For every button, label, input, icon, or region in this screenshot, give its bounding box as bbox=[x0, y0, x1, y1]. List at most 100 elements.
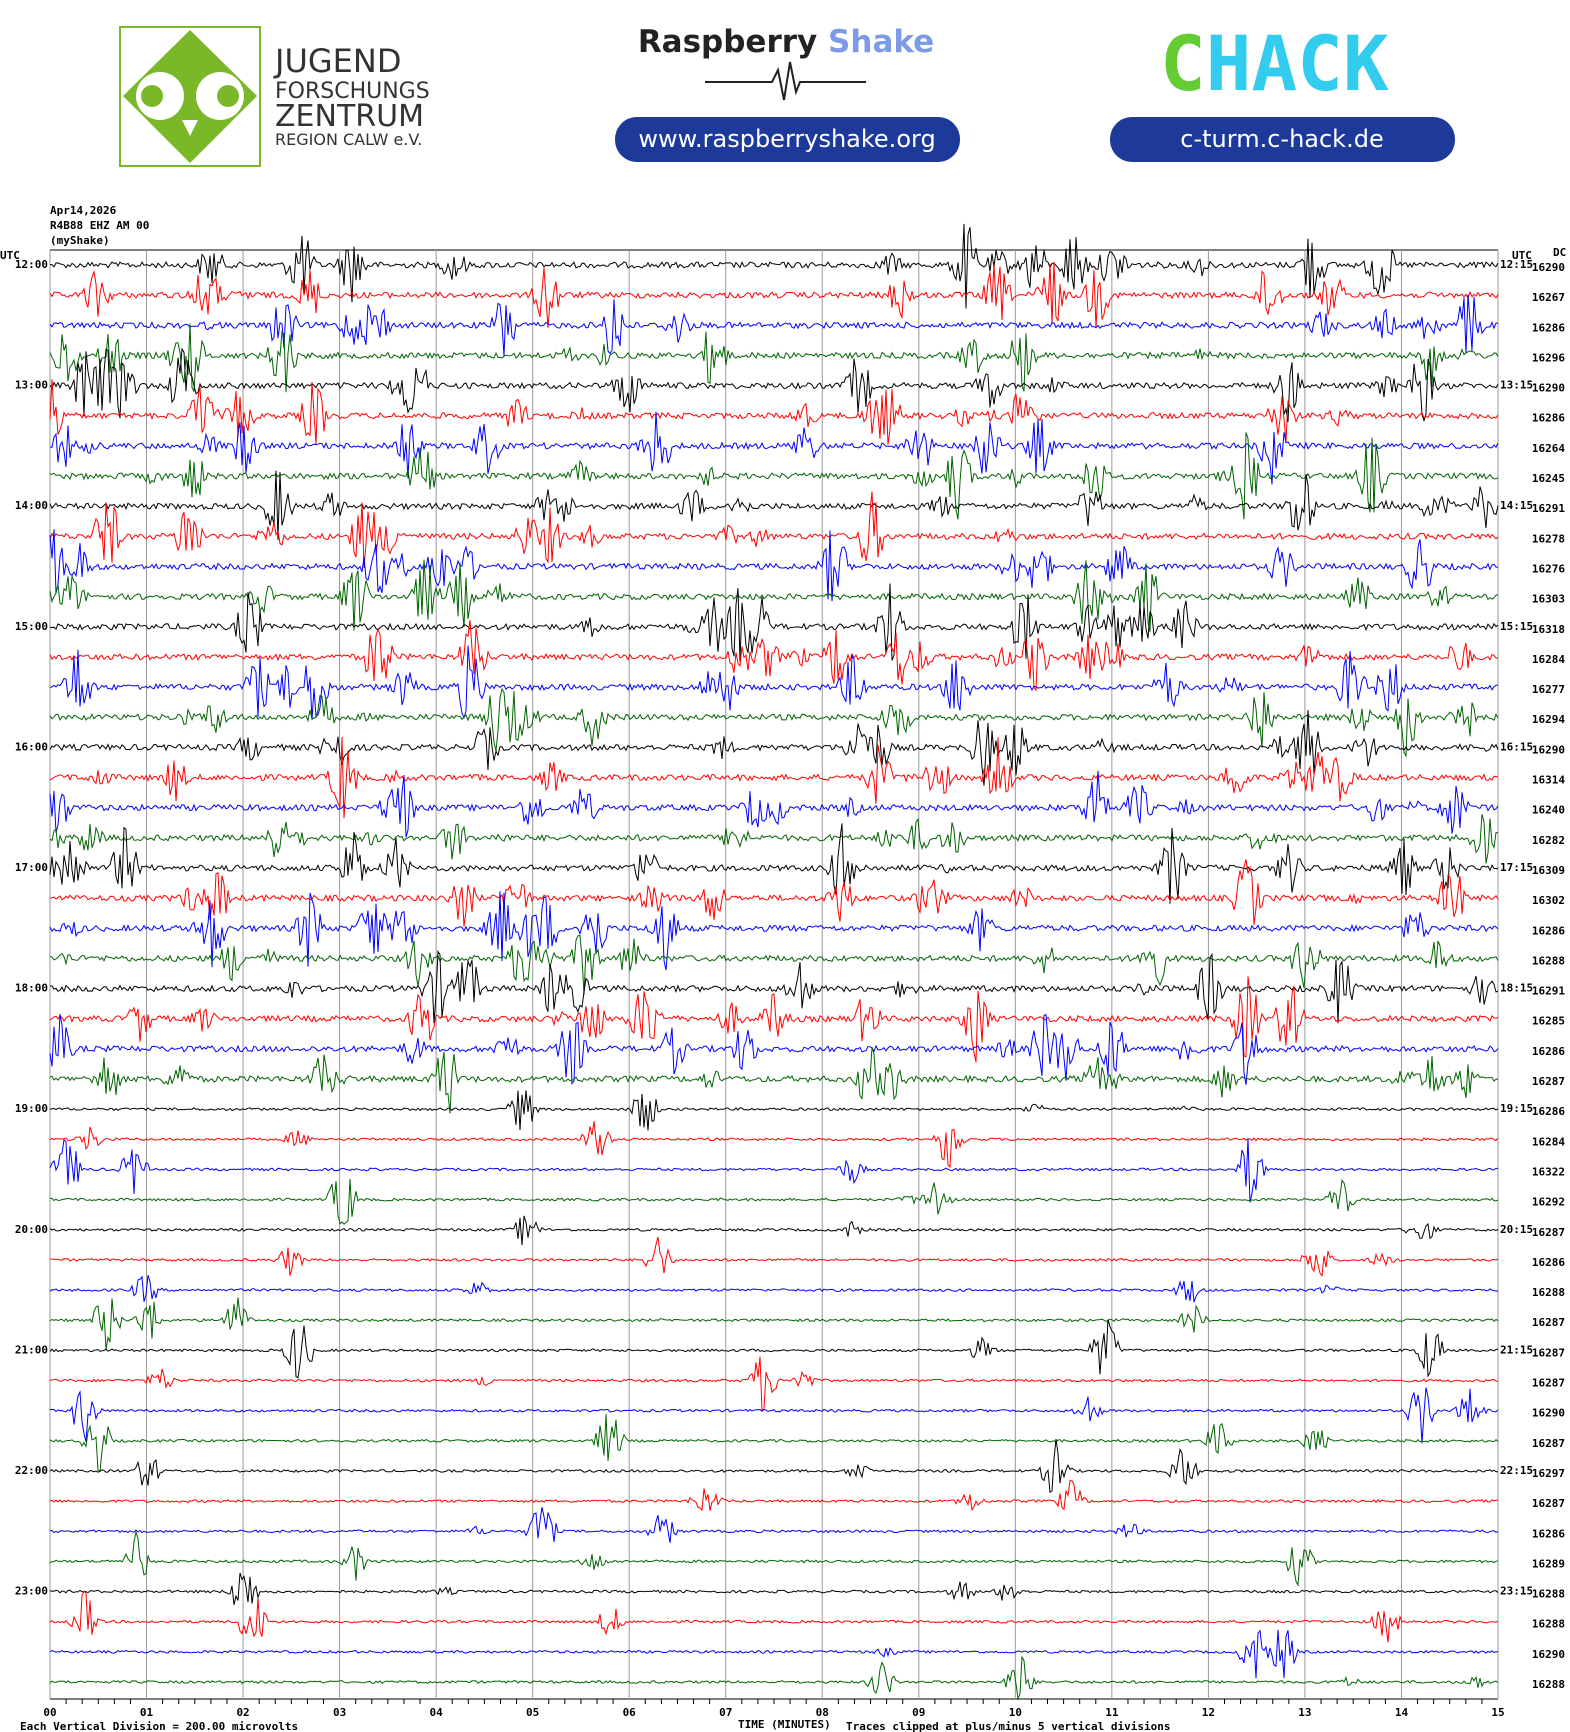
trace bbox=[49, 1507, 1499, 1543]
trace bbox=[49, 710, 1499, 786]
logo-diamond bbox=[123, 30, 257, 163]
x-tick-label: 08 bbox=[816, 1706, 829, 1719]
left-time: 13:00 bbox=[15, 379, 48, 392]
trace bbox=[49, 823, 1499, 904]
trace bbox=[49, 491, 1499, 568]
right-time: 17:15 bbox=[1500, 861, 1533, 874]
right-time: 12:15 bbox=[1500, 258, 1533, 271]
trace bbox=[49, 347, 1499, 423]
trace bbox=[49, 687, 1499, 758]
brand-part: Shake bbox=[828, 24, 934, 60]
dc-value: 16284 bbox=[1532, 653, 1565, 666]
dc-value: 16288 bbox=[1532, 954, 1565, 967]
trace bbox=[49, 1178, 1499, 1225]
x-tick-label: 01 bbox=[140, 1706, 154, 1719]
trace bbox=[49, 1438, 1499, 1494]
right-time: 22:15 bbox=[1500, 1464, 1533, 1477]
x-tick-label: 12 bbox=[1202, 1706, 1215, 1719]
dc-value: 16245 bbox=[1532, 472, 1565, 485]
x-tick-label: 15 bbox=[1491, 1706, 1504, 1719]
dc-value: 16297 bbox=[1532, 1467, 1565, 1480]
trace bbox=[49, 411, 1499, 485]
trace bbox=[49, 1629, 1498, 1679]
trace bbox=[49, 1013, 1499, 1085]
trace bbox=[49, 1572, 1499, 1605]
dc-value: 16290 bbox=[1532, 261, 1565, 274]
dc-value: 16287 bbox=[1532, 1497, 1565, 1510]
dc-value: 16290 bbox=[1532, 1407, 1565, 1420]
right-time: 19:15 bbox=[1500, 1102, 1533, 1115]
trace bbox=[49, 1655, 1499, 1701]
trace bbox=[49, 1275, 1499, 1303]
brand: Raspberry Shake bbox=[638, 24, 934, 60]
dc-value: 16292 bbox=[1532, 1196, 1565, 1209]
brand-wave bbox=[705, 61, 866, 101]
dc-value: 16288 bbox=[1532, 1618, 1565, 1631]
logo-text: REGION CALW e.V. bbox=[275, 130, 422, 149]
dc-value: 16290 bbox=[1532, 1648, 1565, 1661]
left-time: 19:00 bbox=[15, 1102, 48, 1115]
left-time: 16:00 bbox=[15, 740, 48, 753]
url: www.raspberryshake.org bbox=[638, 125, 935, 153]
trace bbox=[49, 770, 1499, 838]
dc-value: 16289 bbox=[1532, 1557, 1565, 1570]
dc-value: 16287 bbox=[1532, 1316, 1565, 1329]
x-tick-label: 05 bbox=[526, 1706, 539, 1719]
right-time: 14:15 bbox=[1500, 499, 1533, 512]
trace bbox=[49, 950, 1499, 1024]
right-time: 15:15 bbox=[1500, 620, 1533, 633]
left-time: 15:00 bbox=[15, 620, 48, 633]
trace bbox=[49, 1319, 1499, 1379]
x-tick-label: 07 bbox=[719, 1706, 732, 1719]
logo-beak bbox=[182, 120, 198, 136]
trace bbox=[49, 379, 1499, 445]
chack-part: HACK bbox=[1206, 19, 1389, 108]
trace bbox=[49, 261, 1499, 329]
dc-value: 16290 bbox=[1532, 382, 1565, 395]
dc-value: 16264 bbox=[1532, 442, 1565, 455]
right-time: 23:15 bbox=[1500, 1585, 1533, 1598]
raspberry-shake-logo: Raspberry Shake www.raspberryshake.org c… bbox=[615, 24, 1455, 162]
logo-pupil bbox=[141, 85, 163, 107]
dc-value: 16314 bbox=[1532, 774, 1565, 787]
logo-text: ZENTRUM bbox=[275, 99, 424, 134]
dc-value: 16277 bbox=[1532, 683, 1565, 696]
dc-value: 16296 bbox=[1532, 351, 1565, 364]
dc-value: 16294 bbox=[1532, 713, 1565, 726]
url: c-turm.c-hack.de bbox=[1180, 125, 1383, 153]
x-tick-label: 04 bbox=[430, 1706, 444, 1719]
dc-value: 16286 bbox=[1532, 1527, 1565, 1540]
trace bbox=[49, 1387, 1499, 1444]
trace bbox=[49, 891, 1499, 971]
trace bbox=[49, 470, 1499, 540]
x-tick-label: 00 bbox=[43, 1706, 56, 1719]
trace bbox=[49, 1356, 1499, 1411]
left-time: 12:00 bbox=[15, 258, 48, 271]
left-time: 20:00 bbox=[15, 1223, 48, 1236]
dc-value: 16287 bbox=[1532, 1075, 1565, 1088]
dc-value: 16287 bbox=[1532, 1346, 1565, 1359]
left-time: 14:00 bbox=[15, 499, 48, 512]
plot: Apr14,2026 R4B88 EHZ AM 00 (myShake) UTC UTC… bbox=[0, 204, 1566, 1732]
trace bbox=[49, 736, 1499, 819]
trace bbox=[49, 1138, 1499, 1203]
left-time: 22:00 bbox=[15, 1464, 48, 1477]
trace bbox=[49, 529, 1499, 602]
dc-value: 16322 bbox=[1532, 1165, 1565, 1178]
dc-value: 16285 bbox=[1532, 1015, 1565, 1028]
chack-part: C bbox=[1160, 19, 1206, 108]
right-time: 20:15 bbox=[1500, 1223, 1533, 1236]
trace bbox=[49, 814, 1499, 864]
dc-value: 16303 bbox=[1532, 593, 1565, 606]
trace bbox=[49, 223, 1499, 309]
dc-value: 16282 bbox=[1532, 834, 1565, 847]
dc-value: 16284 bbox=[1532, 1135, 1565, 1148]
dc-value: 16286 bbox=[1532, 924, 1565, 937]
dc-value: 16287 bbox=[1532, 1377, 1565, 1390]
utc-label: UTC bbox=[1512, 249, 1532, 262]
dc-value: 16287 bbox=[1532, 1437, 1565, 1450]
dc-value: 16291 bbox=[1532, 985, 1565, 998]
trace bbox=[49, 1590, 1499, 1643]
dc-value: 16286 bbox=[1532, 1105, 1565, 1118]
